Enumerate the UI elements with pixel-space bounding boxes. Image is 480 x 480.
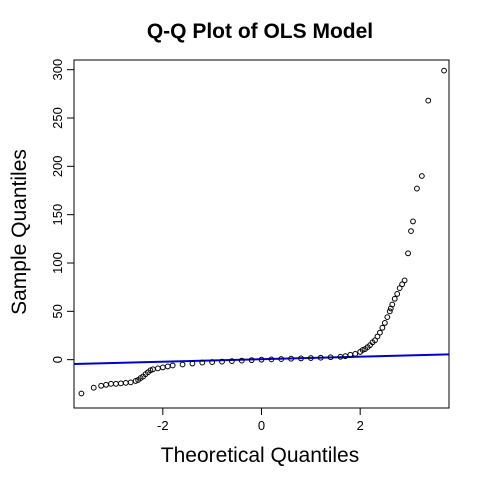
data-point [401, 277, 408, 284]
data-point [169, 362, 176, 369]
data-point [381, 320, 388, 326]
data-point [113, 380, 119, 387]
data-point [394, 291, 401, 297]
data-point [108, 380, 114, 387]
y-tick-label: 50 [50, 304, 65, 318]
data-point [179, 361, 186, 368]
data-point [327, 354, 334, 361]
y-tick-label: 300 [50, 59, 65, 81]
data-point [90, 384, 97, 391]
data-point [189, 360, 196, 367]
data-point [238, 357, 245, 364]
x-axis-label: Theoretical Quantiles [161, 444, 359, 467]
data-point [117, 380, 124, 387]
data-point [317, 354, 324, 361]
data-point [199, 359, 206, 366]
data-point [352, 350, 359, 357]
data-point [209, 359, 216, 365]
data-point [159, 364, 166, 371]
data-point [219, 358, 225, 365]
y-axis-label: Sample Quantiles [8, 149, 31, 315]
data-point [408, 228, 414, 235]
data-point [425, 97, 432, 104]
x-tick-label: 2 [357, 418, 364, 433]
data-point [268, 356, 275, 363]
data-point [441, 67, 447, 74]
y-tick-label: 0 [50, 356, 65, 363]
data-point [258, 356, 265, 363]
data-point [228, 358, 235, 365]
y-tick-label: 100 [50, 252, 65, 274]
data-point [98, 382, 105, 389]
data-point [307, 355, 314, 361]
data-point [405, 250, 411, 257]
data-point [122, 379, 129, 386]
y-tick-label: 250 [50, 107, 65, 129]
x-tick-label: 0 [258, 418, 265, 433]
data-point [414, 185, 420, 192]
data-point [418, 173, 425, 179]
data-point [103, 381, 109, 388]
data-point [389, 301, 396, 308]
data-point [154, 365, 161, 372]
data-point [298, 355, 304, 362]
y-tick-label: 150 [50, 204, 65, 226]
data-point [248, 357, 255, 364]
data-point [386, 308, 393, 315]
chart-title: Q-Q Plot of OLS Model [147, 20, 373, 43]
data-point [410, 218, 416, 225]
data-point [288, 355, 295, 362]
plot-area: -2 0 2 0 50 100 150 200 250 300 [50, 59, 450, 433]
data-point [278, 356, 285, 362]
data-point [377, 329, 383, 336]
x-tick-label: -2 [157, 418, 169, 433]
data-point [164, 363, 171, 370]
data-point [127, 379, 134, 386]
data-point [379, 324, 386, 331]
data-point [78, 390, 85, 397]
reference-line [74, 353, 449, 365]
data-point [384, 314, 391, 321]
data-point [391, 295, 398, 302]
y-tick-label: 200 [50, 155, 65, 177]
